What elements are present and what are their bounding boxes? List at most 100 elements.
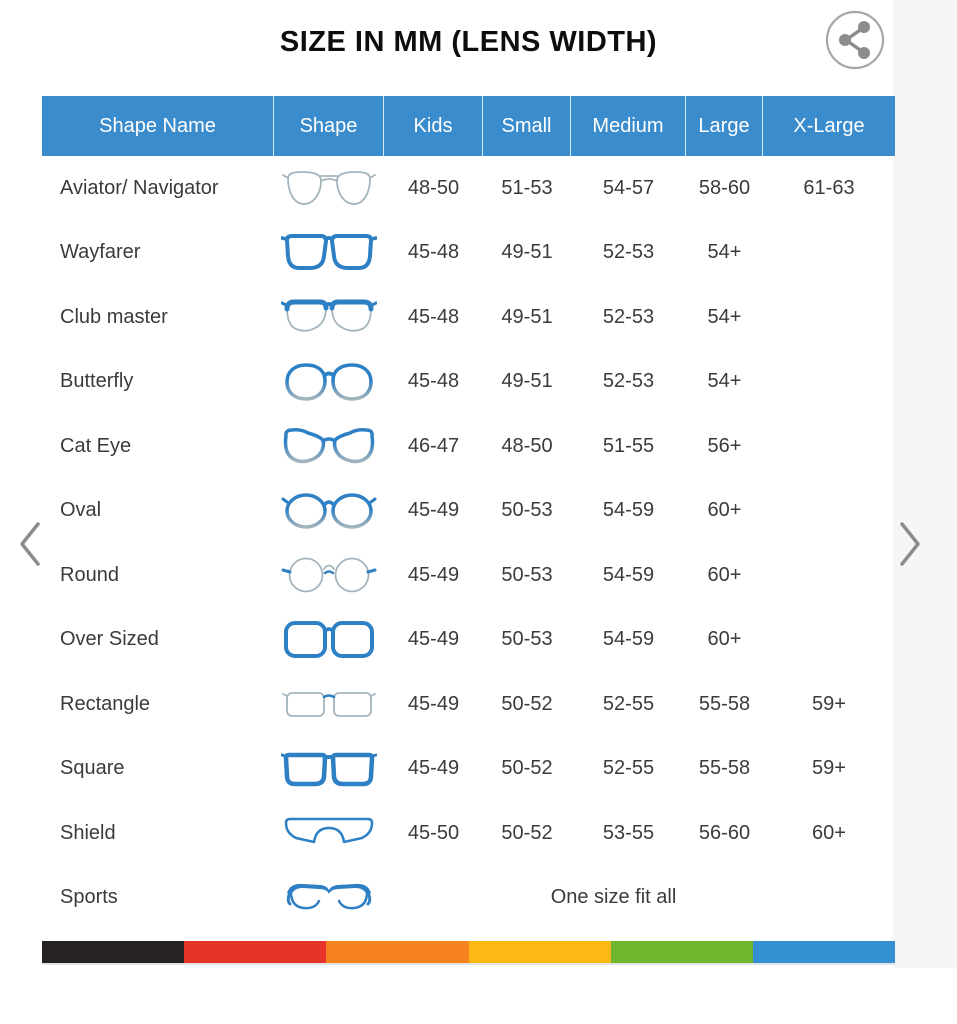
table-row: Cat Eye 46-47 48-50 51-55 56+ (42, 414, 895, 479)
table-row: Wayfarer 45-48 49-51 52-53 54+ (42, 221, 895, 286)
large-size: 54+ (707, 241, 742, 264)
column-header-medium: Medium (571, 96, 686, 156)
large-size: 60+ (707, 628, 742, 651)
shape-name: Butterfly (60, 370, 134, 393)
cat-eye-glasses-icon (283, 428, 375, 464)
column-header-kids: Kids (384, 96, 483, 156)
shape-name: Wayfarer (60, 241, 141, 264)
column-header-large: Large (686, 96, 763, 156)
medium-size: 51-55 (602, 434, 655, 457)
medium-size: 54-57 (602, 176, 655, 199)
large-size: 55-58 (698, 757, 751, 780)
wayfarer-glasses-icon (281, 233, 377, 270)
shield-glasses-icon (284, 818, 374, 844)
table-row: Sports One size fit all (42, 866, 895, 931)
small-size: 50-52 (501, 757, 553, 780)
small-size: 50-53 (501, 499, 553, 522)
kids-size: 48-50 (407, 176, 460, 199)
carousel-next-button[interactable] (894, 516, 926, 577)
column-header-small: Small (483, 96, 571, 156)
large-size: 56+ (707, 434, 742, 457)
xlarge-size: 60+ (812, 821, 846, 844)
chevron-left-icon (20, 522, 40, 566)
stripe-segment (468, 941, 611, 963)
column-header-shape-name: Shape Name (42, 96, 274, 156)
round-glasses-icon (281, 557, 377, 593)
large-size: 60+ (707, 563, 742, 586)
next-slide-gutter (893, 0, 957, 968)
large-size: 54+ (707, 370, 742, 393)
kids-size: 45-48 (407, 305, 460, 328)
kids-size: 45-49 (407, 499, 460, 522)
small-size: 50-52 (501, 692, 553, 715)
kids-size: 45-49 (407, 692, 460, 715)
medium-size: 52-53 (602, 241, 655, 264)
shape-name: Sports (60, 886, 118, 909)
large-size: 60+ (707, 499, 742, 522)
small-size: 50-53 (501, 563, 553, 586)
size-table: Aviator/ Navigator 48-50 51-53 54-57 58-… (42, 156, 895, 930)
one-size-note: One size fit all (550, 886, 677, 909)
table-row: Club master 45-48 49-51 52-53 54+ (42, 285, 895, 350)
large-size: 55-58 (698, 692, 751, 715)
small-size: 49-51 (501, 241, 553, 264)
table-row: Rectangle 45-49 50-52 52-55 55-58 59+ (42, 672, 895, 737)
square-glasses-icon (281, 752, 377, 786)
shape-name: Rectangle (60, 692, 151, 715)
medium-size: 52-53 (602, 305, 655, 328)
shape-name: Oval (60, 499, 102, 522)
medium-size: 52-53 (602, 370, 655, 393)
small-size: 48-50 (501, 434, 553, 457)
clubmaster-glasses-icon (281, 299, 377, 332)
medium-size: 54-59 (602, 563, 655, 586)
shape-name: Square (60, 757, 125, 780)
kids-size: 45-48 (407, 241, 460, 264)
table-row: Over Sized 45-49 50-53 54-59 60+ (42, 608, 895, 673)
column-header-xlarge: X-Large (793, 114, 865, 137)
small-size: 49-51 (501, 305, 553, 328)
share-button[interactable] (824, 9, 886, 71)
medium-size: 52-55 (602, 692, 655, 715)
brand-color-stripe (42, 941, 896, 965)
column-header-shape: Shape (274, 96, 384, 156)
kids-size: 45-49 (407, 628, 460, 651)
small-size: 51-53 (501, 176, 553, 199)
stripe-segment (42, 941, 185, 963)
small-size: 50-52 (501, 821, 553, 844)
table-row: Round 45-49 50-53 54-59 60+ (42, 543, 895, 608)
medium-size: 54-59 (602, 628, 655, 651)
large-size: 54+ (707, 305, 742, 328)
kids-size: 45-50 (407, 821, 460, 844)
carousel-prev-button[interactable] (14, 516, 46, 577)
kids-size: 46-47 (407, 434, 460, 457)
xlarge-size: 59+ (812, 757, 846, 780)
chevron-right-icon (900, 522, 920, 566)
table-row: Square 45-49 50-52 52-55 55-58 59+ (42, 737, 895, 802)
xlarge-size: 59+ (812, 692, 846, 715)
stripe-segment (326, 941, 469, 963)
shape-name: Over Sized (60, 628, 159, 651)
large-size: 58-60 (698, 176, 751, 199)
large-size: 56-60 (698, 821, 751, 844)
page-title: SIZE IN MM (LENS WIDTH) (279, 26, 658, 58)
small-size: 50-53 (501, 628, 553, 651)
butterfly-glasses-icon (285, 362, 373, 401)
kids-size: 45-48 (407, 370, 460, 393)
small-size: 49-51 (501, 370, 553, 393)
share-icon (825, 10, 885, 70)
table-row: Butterfly 45-48 49-51 52-53 54+ (42, 350, 895, 415)
sports-glasses-icon (286, 883, 372, 910)
xlarge-size: 61-63 (803, 176, 855, 199)
shape-name: Shield (60, 821, 116, 844)
table-row: Oval 45-49 50-53 54-59 60+ (42, 479, 895, 544)
shape-name: Cat Eye (60, 434, 132, 457)
shape-name: Aviator/ Navigator (60, 176, 219, 199)
table-row: Shield 45-50 50-52 53-55 56-60 60+ (42, 801, 895, 866)
kids-size: 45-49 (407, 757, 460, 780)
table-row: Aviator/ Navigator 48-50 51-53 54-57 58-… (42, 156, 895, 221)
shape-name: Round (60, 563, 119, 586)
medium-size: 52-55 (602, 757, 655, 780)
kids-size: 45-49 (407, 563, 460, 586)
aviator-glasses-icon (282, 171, 376, 206)
stripe-segment (184, 941, 327, 963)
